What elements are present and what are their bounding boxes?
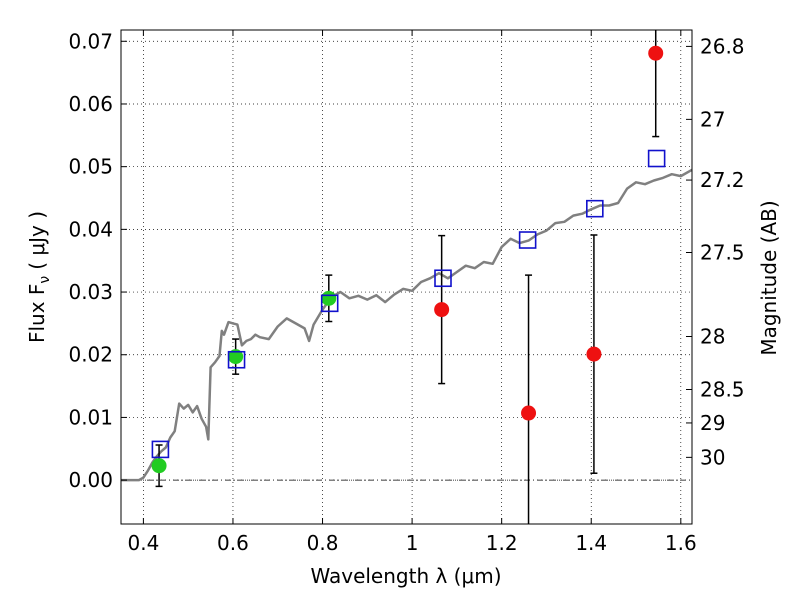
y-tick-labels: 0.00 0.01 0.02 0.03 0.04 0.05 0.06 0.07 [68, 29, 113, 492]
magnitude-tick-label: 29 [700, 411, 725, 435]
magnitude-tick-label: 26.8 [700, 34, 745, 58]
x-tick-label: 0.4 [127, 531, 159, 555]
data-markers [151, 45, 666, 474]
x-tick-label: 1.2 [486, 531, 518, 555]
x-tick-label: 1 [406, 531, 419, 555]
y-tick-label: 0.06 [68, 92, 113, 116]
model-flux-square [227, 350, 246, 369]
y-tick-label: 0.03 [68, 280, 113, 304]
red-data-point [434, 302, 450, 318]
magnitude-tick-label: 28 [700, 325, 725, 349]
red-data-point [521, 405, 537, 421]
model-flux-square [320, 294, 339, 313]
y-tick-label: 0.05 [68, 155, 113, 179]
model-flux-square [434, 269, 452, 288]
x-tick-label: 1.6 [665, 531, 697, 555]
magnitude-tick-label: 27.2 [700, 168, 745, 192]
green-data-point [151, 458, 167, 474]
model-flux-square [151, 440, 170, 459]
x-axis-label: Wavelength λ (μm) [310, 564, 501, 588]
error-bars [155, 30, 660, 524]
red-data-point [648, 45, 664, 61]
y-tick-label: 0.04 [68, 217, 113, 241]
magnitude-tick-labels: 26.8 27 27.2 27.5 28 28.5 29 30 [700, 34, 745, 469]
magnitude-tick-label: 30 [700, 445, 725, 469]
model-flux-square [647, 149, 666, 168]
x-tick-label: 0.8 [307, 531, 339, 555]
y-tick-label: 0.02 [68, 343, 113, 367]
x-tick-labels: 0.4 0.6 0.8 1 1.2 1.4 1.6 [127, 531, 696, 555]
magnitude-tick-label: 28.5 [700, 378, 745, 402]
magnitude-tick-label: 27.5 [700, 241, 745, 265]
y-tick-label: 0.01 [68, 405, 113, 429]
x-tick-label: 0.6 [217, 531, 249, 555]
axis-ticks [121, 30, 692, 524]
green-data-point [321, 290, 337, 306]
grid [121, 30, 692, 524]
y-axis-label-main: Flux F [25, 284, 49, 343]
y-axis-label: Flux Fν ( μJy ) [25, 211, 53, 343]
plot-frame [120, 29, 693, 525]
template-spectrum [121, 168, 692, 482]
magnitude-tick-label: 27 [700, 107, 725, 131]
model-flux-square [518, 231, 537, 249]
y-tick-label: 0.07 [68, 29, 113, 53]
model-flux-square [586, 199, 604, 218]
y-axis-label-unit: ( μJy ) [25, 211, 49, 270]
red-data-point [586, 346, 602, 362]
y-tick-label: 0.00 [68, 468, 113, 492]
x-tick-label: 1.4 [575, 531, 607, 555]
y-axis-label-subscript: ν [37, 276, 53, 284]
template-spectrum-line [121, 168, 692, 482]
green-data-point [228, 349, 244, 365]
y2-axis-label: Magnitude (AB) [757, 200, 781, 355]
